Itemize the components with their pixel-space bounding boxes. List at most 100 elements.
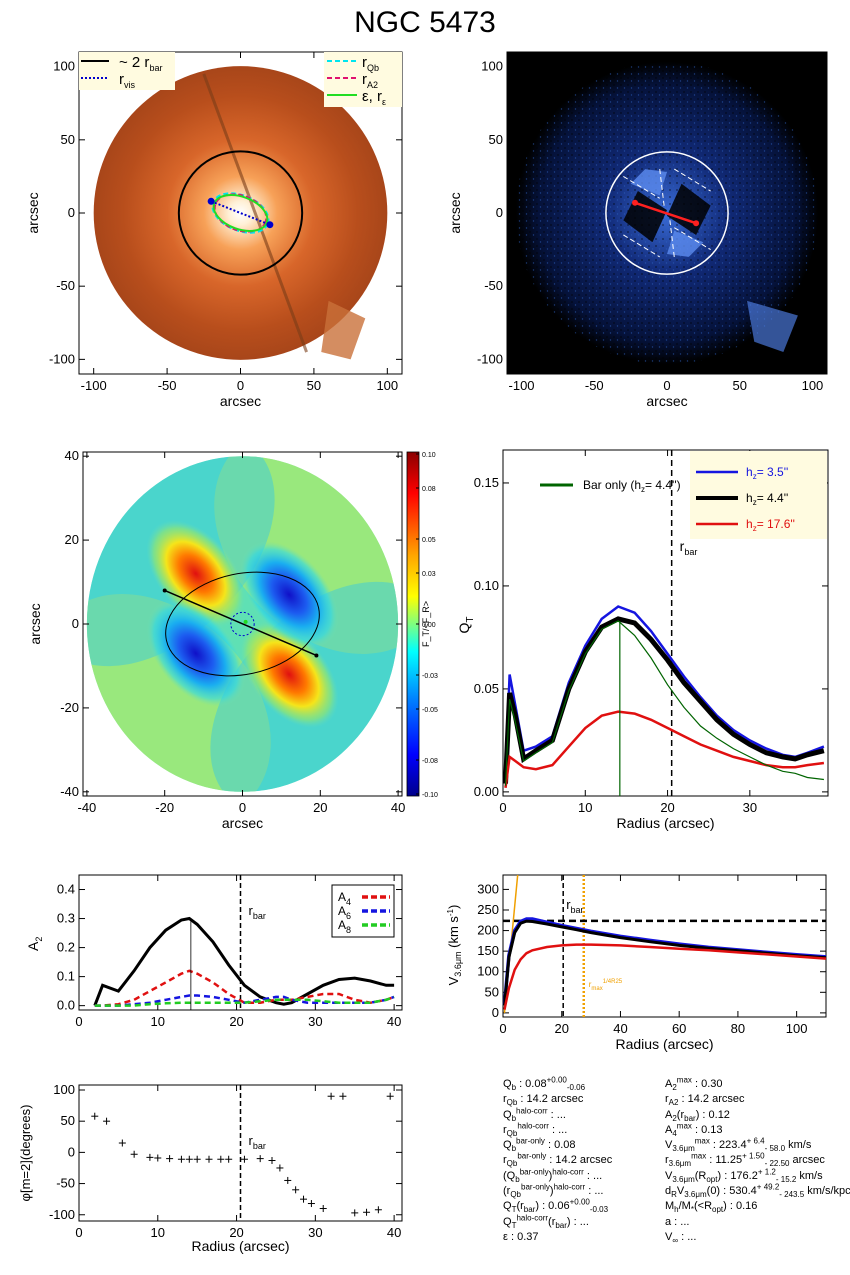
parameter-column-left: Qb : 0.08+0.00-0.06 rQb : 14.2 arcsec Qbha… — [503, 1075, 612, 1245]
undefined-xtick-label: -50 — [585, 378, 604, 393]
undefined-xtick-label: 100 — [376, 378, 398, 393]
undefined-ytick-label: 0 — [492, 1005, 499, 1020]
force-bar-line — [164, 589, 317, 657]
undefined-ytick-label: 0.05 — [474, 681, 499, 696]
undefined-ytick-label: -20 — [60, 700, 79, 715]
param-right-row: V∞ : ... — [665, 1230, 697, 1246]
force-bar-end — [314, 653, 319, 658]
undefined-xtick-label: 30 — [743, 800, 757, 815]
undefined-ytick-label: -100 — [49, 1207, 75, 1222]
undefined-xtick-label: 20 — [313, 800, 327, 815]
phase-point — [103, 1117, 111, 1125]
force-bar-end — [162, 588, 167, 593]
phase-rbar-label: rbar — [249, 1133, 266, 1151]
undefined-xtick-label: 20 — [229, 1014, 243, 1029]
rot-xlabel: Radius (arcsec) — [615, 1036, 713, 1052]
phase-point — [225, 1155, 233, 1163]
phase-point — [374, 1206, 382, 1214]
phase-point — [339, 1092, 347, 1100]
residual-bar-end — [693, 220, 700, 227]
image-ylabel: arcsec — [25, 192, 41, 233]
undefined-xtick-label: 40 — [387, 1225, 401, 1240]
residual-xlabel: arcsec — [646, 393, 687, 409]
undefined-ytick-label: 0 — [496, 205, 503, 220]
param-left-row: ε : 0.37 — [503, 1230, 539, 1243]
qt-legend-label: hz= 17.6'' — [746, 517, 795, 533]
force-bar-ellipse — [165, 571, 320, 677]
undefined-ytick-label: 0.10 — [474, 578, 499, 593]
residual-dark-lobe — [667, 183, 711, 235]
residual-bar-line — [634, 201, 697, 225]
param-left-row: (Qbbar-only)halo-corr : ... — [503, 1167, 603, 1184]
undefined-xtick-label: -40 — [77, 800, 96, 815]
qt-series-line — [503, 616, 825, 784]
phase-point — [130, 1150, 138, 1158]
force-core-dot — [243, 619, 248, 624]
param-right-row: a : ... — [665, 1215, 690, 1228]
phase-point — [146, 1153, 154, 1161]
param-left-row: Qb : 0.08+0.00-0.06 — [503, 1075, 586, 1093]
param-left-row: Qbbar-only : 0.08 — [503, 1136, 576, 1154]
undefined-ytick-label: -50 — [56, 278, 75, 293]
phase-point — [217, 1155, 225, 1163]
colorbar-tick-label: 0.05 — [422, 537, 436, 544]
undefined-xtick-label: 80 — [731, 1021, 745, 1036]
legend-right-label: rQb — [362, 54, 379, 73]
phase-point — [351, 1209, 359, 1217]
colorbar-tick-label: -0.10 — [422, 792, 438, 799]
phase-panel: 0 10 20 30 40 -100 -50 0 50 100 Radius (arcsec) φ[m… — [18, 1082, 403, 1254]
undefined-ytick-label: -100 — [49, 351, 75, 366]
qt-legend-bar-only-label: Bar only (hz= 4.4'') — [583, 478, 681, 494]
undefined-ytick-label: 150 — [477, 943, 499, 958]
residual-bar-end — [632, 199, 638, 206]
residual-bright-lobe — [630, 169, 667, 196]
undefined-xtick-label: 0 — [75, 1225, 82, 1240]
undefined-ytick-label: 300 — [477, 881, 499, 896]
phase-point — [166, 1155, 174, 1163]
param-right-row: A2max : 0.30 — [665, 1075, 723, 1093]
qt-series-line — [504, 710, 825, 788]
undefined-xtick-label: 10 — [151, 1014, 165, 1029]
phase-point — [256, 1155, 264, 1163]
param-right-row: Mh/M*(<Ropt) : 0.16 — [665, 1200, 758, 1215]
qt-ylabel: QT — [456, 617, 476, 634]
undefined-ytick-label: 0.3 — [57, 911, 75, 926]
two-rbar-circle — [177, 150, 304, 276]
undefined-ytick-label: -40 — [60, 784, 79, 799]
phase-point — [327, 1092, 335, 1100]
undefined-ytick-label: -100 — [477, 351, 503, 366]
qt-series-line — [504, 605, 825, 782]
phase-point — [268, 1156, 276, 1164]
undefined-ytick-label: 100 — [53, 59, 75, 74]
undefined-ytick-label: 40 — [65, 448, 79, 463]
force-negative-lobe — [146, 599, 246, 707]
residual-ylabel: arcsec — [447, 192, 463, 233]
phase-point — [205, 1155, 213, 1163]
undefined-xtick-label: 40 — [391, 800, 405, 815]
param-left-row: rQbhalo-corr : ... — [503, 1121, 568, 1139]
qt-xlabel: Radius (arcsec) — [616, 815, 714, 831]
rvis-line — [210, 200, 271, 226]
param-left-row: QT(rbar) : 0.06+0.00-0.03 — [503, 1197, 609, 1215]
undefined-xtick-label: 0 — [75, 1014, 82, 1029]
phase-point — [177, 1155, 185, 1163]
undefined-ytick-label: 0.2 — [57, 940, 75, 955]
parameter-column-right: A2max : 0.30 rA2 : 14.2 arcsec A2(rbar) : … — [665, 1075, 850, 1246]
undefined-axes-frame — [502, 449, 829, 797]
undefined-xtick-label: 30 — [308, 1225, 322, 1240]
residual-wedge-line — [623, 175, 660, 199]
undefined-ytick-label: 0 — [72, 616, 79, 631]
phase-point — [307, 1200, 315, 1208]
phase-point — [319, 1205, 327, 1213]
residual-wedge-line — [674, 168, 711, 192]
a2-series-line — [93, 916, 395, 1007]
undefined-ytick-label: 0 — [68, 1144, 75, 1159]
undefined-xtick-label: 0 — [499, 800, 506, 815]
force-map-panel: -40 -20 0 20 40 -40 -20 0 20 40 arcsec arcsec 0.10 0.… — [27, 448, 438, 831]
colorbar-tick-label: -0.08 — [422, 758, 438, 765]
ra2-ellipse — [214, 193, 267, 233]
undefined-xtick-label: 50 — [307, 378, 321, 393]
image-artifact — [321, 300, 366, 360]
undefined-xtick-label: 0 — [499, 1021, 506, 1036]
